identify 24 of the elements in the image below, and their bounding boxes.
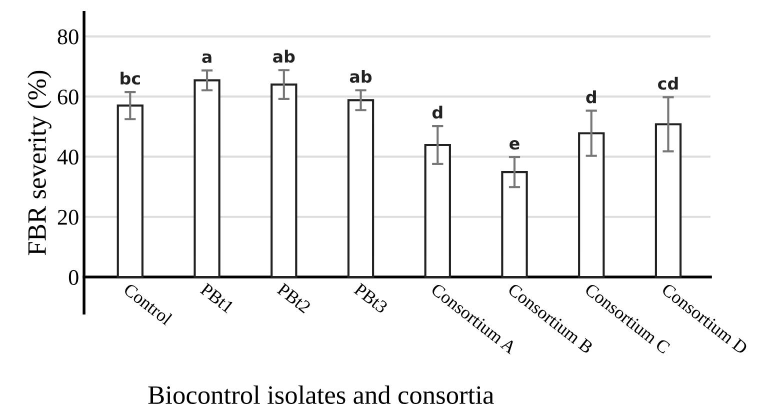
bar [270,83,298,278]
annotation: bc [120,72,140,85]
y-tick-label: 40 [57,150,78,165]
x-tick-label: PBt3 [353,282,388,314]
y-tick-label: 80 [58,29,78,44]
bar [578,132,605,278]
annotation: ab [273,50,295,63]
annotation: cd [658,76,678,90]
annotation: ab [350,70,372,83]
annotation: e [510,140,520,150]
annotation: d [432,106,442,119]
bar [424,144,451,278]
bar [501,171,528,278]
y-tick-label: 0 [68,270,78,285]
y-tick-label: 60 [58,90,78,104]
x-axis-title: Biocontrol isolates and consortia [148,385,494,404]
bar [347,99,374,278]
bar [116,104,144,278]
bar [654,123,682,278]
bar [194,79,220,278]
y-axis-title: FBR severity (%) [27,70,52,256]
annotation: d [586,90,596,104]
y-tick-label: 20 [58,210,78,225]
annotation: a [202,53,212,64]
